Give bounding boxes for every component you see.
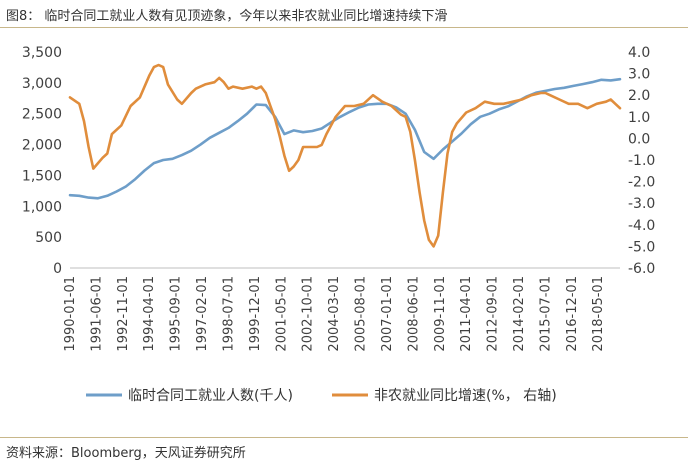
left-axis-tick-label: 2,000 <box>22 138 62 154</box>
series-line-temp-employment <box>68 77 622 200</box>
legend: 临时合同工就业人数(千人) 非农就业同比增速(%， 右轴) <box>86 388 557 404</box>
x-axis-tick-label: 2004-03-01 <box>327 276 342 352</box>
left-axis-tick-label: 2,500 <box>22 107 62 123</box>
x-axis-tick-label: 2014-02-01 <box>512 276 527 352</box>
x-axis-tick-label: 2008-06-01 <box>406 276 421 352</box>
x-axis-tick-label: 2011-04-01 <box>459 276 474 352</box>
left-axis-tick-label: 0 <box>53 261 62 277</box>
x-axis-tick-label: 1995-09-01 <box>169 276 184 352</box>
x-axis-tick-label: 1997-02-01 <box>195 276 210 352</box>
right-axis-tick-label: -6.0 <box>628 261 655 277</box>
top-divider <box>0 27 688 28</box>
right-axis-tick-label: 0.0 <box>628 131 650 147</box>
x-axis-tick-label: 1990-01-01 <box>63 276 78 352</box>
right-axis-tick-label: -4.0 <box>628 218 655 234</box>
x-axis-tick-label: 1998-07-01 <box>221 276 236 352</box>
left-axis-tick-label: 3,500 <box>22 45 62 61</box>
chart-canvas: 0 500 1,000 1,500 2,000 2,500 3,000 3,500 4.0 3.… <box>22 45 655 404</box>
left-axis-tick-label: 500 <box>35 230 62 246</box>
left-axis-tick-label: 3,000 <box>22 76 62 92</box>
source-note: 资料来源：Bloomberg，天风证券研究所 <box>6 446 246 461</box>
right-axis-tick-label: 4.0 <box>628 45 650 61</box>
left-axis-tick-label: 1,000 <box>22 199 62 215</box>
right-axis-tick-label: 3.0 <box>628 67 650 83</box>
legend-label: 临时合同工就业人数(千人) <box>128 388 293 404</box>
right-axis-ticks: 4.0 3.0 2.0 1.0 0.0 -1.0 -2.0 -3.0 -4.0 -5.0 -6.0 <box>628 45 655 277</box>
bottom-divider <box>0 437 688 438</box>
x-axis-ticks: 1990-01-01 1991-06-01 1992-11-01 1994-04-01… <box>63 276 606 352</box>
left-axis-tick-label: 1,500 <box>22 168 62 184</box>
x-axis-tick-label: 2005-08-01 <box>354 276 369 352</box>
x-axis-tick-label: 2015-07-01 <box>538 276 553 352</box>
left-axis-ticks: 0 500 1,000 1,500 2,000 2,500 3,000 3,500 <box>22 45 62 277</box>
x-axis-tick-label: 1991-06-01 <box>89 276 104 352</box>
right-axis-tick-label: 2.0 <box>628 88 650 104</box>
right-axis-tick-label: -5.0 <box>628 239 655 255</box>
x-axis-tick-label: 2016-12-01 <box>565 276 580 352</box>
x-axis-tick-label: 2007-01-01 <box>380 276 395 352</box>
right-axis-tick-label: 1.0 <box>628 110 650 126</box>
legend-label: 非农就业同比增速(%， 右轴) <box>374 388 557 404</box>
x-axis-tick-label: 1992-11-01 <box>116 276 131 352</box>
right-axis-tick-label: -1.0 <box>628 153 655 169</box>
chart-title: 图8： 临时合同工就业人数有见顶迹象，今年以来非农就业同比增速持续下滑 <box>6 9 448 24</box>
right-axis-tick-label: -2.0 <box>628 175 655 191</box>
right-axis-tick-label: -3.0 <box>628 196 655 212</box>
x-axis-tick-label: 1999-12-01 <box>248 276 263 352</box>
x-axis-tick-label: 2018-05-01 <box>591 276 606 352</box>
x-axis-tick-label: 2012-09-01 <box>486 276 501 352</box>
x-axis-tick-label: 2002-10-01 <box>301 276 316 352</box>
x-axis-tick-label: 1994-04-01 <box>142 276 157 352</box>
x-axis-tick-label: 2009-11-01 <box>433 276 448 352</box>
x-axis-tick-label: 2001-05-01 <box>274 276 289 352</box>
series-lines <box>68 63 622 248</box>
series-line-nonfarm-growth <box>68 63 622 248</box>
